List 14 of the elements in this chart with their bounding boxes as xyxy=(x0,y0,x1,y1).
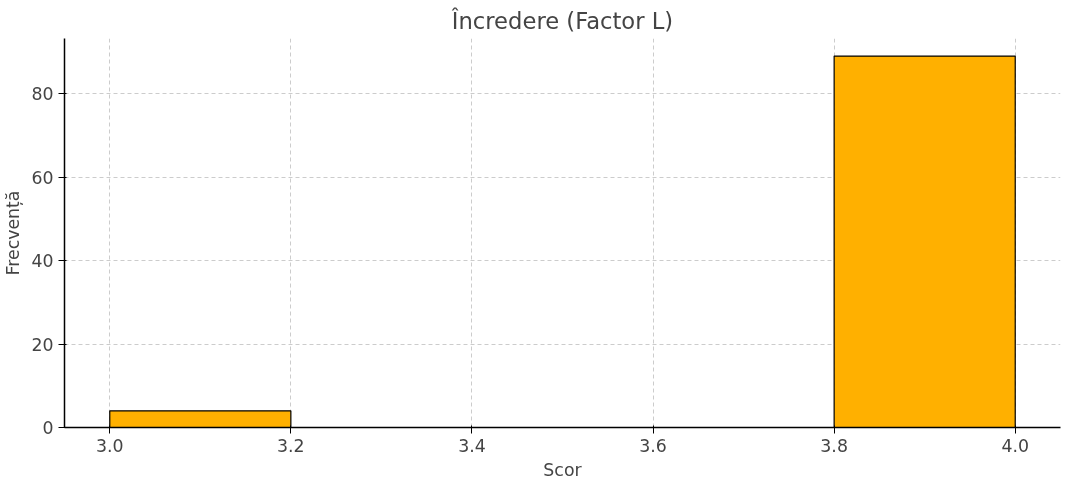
y-tick-label: 20 xyxy=(31,334,54,355)
y-tick-label: 40 xyxy=(31,251,54,272)
y-tick-label: 0 xyxy=(42,418,54,438)
y-axis-title: Frecvență xyxy=(3,190,24,276)
x-tick-label: 4.0 xyxy=(1001,435,1030,456)
x-axis-title: Scor xyxy=(543,459,583,480)
x-tick-label: 3.6 xyxy=(639,435,667,456)
x-tick-label: 3.4 xyxy=(458,435,486,456)
x-tick-label: 3.8 xyxy=(820,435,848,456)
x-tick-label: 3.0 xyxy=(95,435,124,456)
x-tick-label: 3.2 xyxy=(277,435,305,456)
y-tick-label: 60 xyxy=(31,167,54,188)
chart-title: Încredere (Factor L) xyxy=(450,6,674,34)
y-tick-label: 80 xyxy=(31,84,54,105)
